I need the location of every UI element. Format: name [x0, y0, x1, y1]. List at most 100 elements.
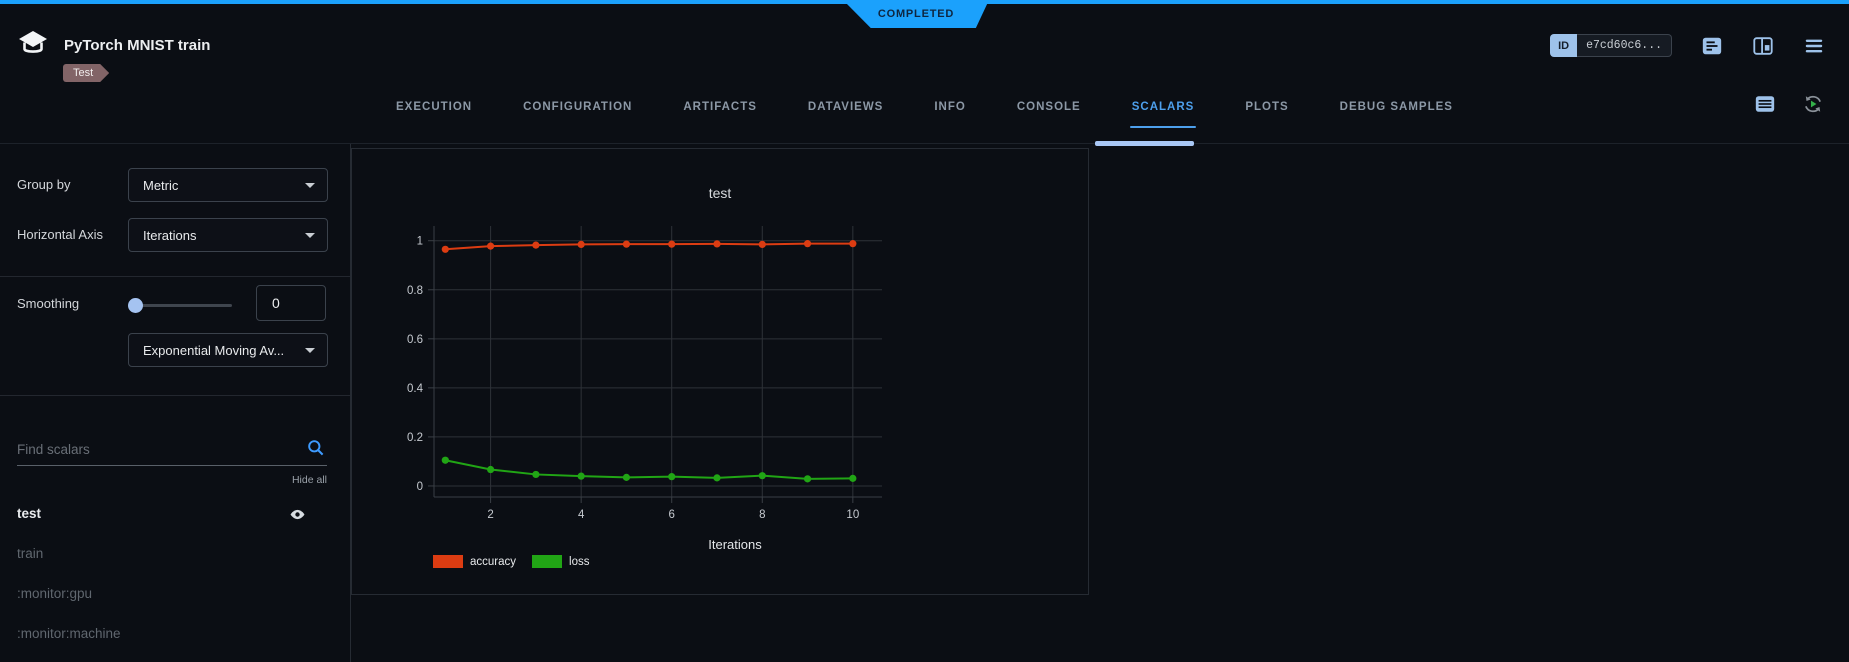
x-tick-label: 10 [846, 509, 859, 521]
smoothing-slider[interactable] [128, 298, 232, 313]
tab-plots[interactable]: PLOTS [1245, 100, 1289, 113]
id-label: ID [1550, 34, 1578, 57]
data-point-accuracy[interactable] [849, 240, 857, 248]
group-by-dropdown[interactable]: Metric [128, 168, 328, 202]
legend-item-loss[interactable]: loss [532, 555, 589, 568]
horizontal-scrollbar-thumb[interactable] [1095, 141, 1194, 146]
tab-debug-samples[interactable]: DEBUG SAMPLES [1339, 100, 1453, 113]
divider [0, 276, 350, 277]
tab-dataviews[interactable]: DATAVIEWS [807, 100, 884, 113]
legend-swatch [433, 555, 463, 568]
chart-title: test [709, 185, 732, 201]
data-point-accuracy[interactable] [486, 242, 495, 250]
data-point-accuracy[interactable] [713, 240, 721, 248]
metric-item-test[interactable]: test [0, 494, 350, 534]
data-point-loss[interactable] [803, 475, 812, 483]
status-badge-label: COMPLETED [877, 8, 955, 20]
data-point-accuracy[interactable] [577, 240, 585, 248]
group-by-label: Group by [17, 177, 71, 192]
content: Group by Metric Horizontal Axis Iteratio… [0, 141, 1849, 662]
horizontal-axis-value: Iterations [143, 227, 197, 243]
data-point-loss[interactable] [713, 474, 721, 482]
search-icon[interactable] [306, 438, 325, 457]
x-tick-label: 6 [669, 509, 675, 521]
metric-item--monitor-machine[interactable]: :monitor:machine [0, 614, 350, 654]
chevron-down-icon [305, 347, 315, 353]
header: PyTorch MNIST train Test ID e7cd60c6... [0, 4, 1849, 84]
chart-legend: accuracy loss [433, 555, 589, 568]
legend-swatch [532, 555, 563, 568]
x-tick-label: 8 [759, 509, 765, 521]
experiment-title: PyTorch MNIST train [64, 37, 211, 54]
data-point-accuracy[interactable] [758, 240, 766, 248]
data-point-loss[interactable] [532, 470, 540, 479]
data-point-loss[interactable] [622, 473, 631, 481]
x-axis-title: Iterations [708, 537, 762, 552]
data-point-accuracy[interactable] [622, 240, 631, 248]
metric-item-train[interactable]: train [0, 534, 350, 574]
metric-item--monitor-gpu[interactable]: :monitor:gpu [0, 574, 350, 614]
data-point-loss[interactable] [486, 465, 495, 474]
menu-icon[interactable] [1803, 35, 1825, 57]
data-point-accuracy[interactable] [532, 241, 540, 249]
smoothing-method-dropdown[interactable]: Exponential Moving Av... [128, 333, 328, 367]
table-view-icon[interactable] [1754, 93, 1776, 115]
tab-execution[interactable]: EXECUTION [396, 100, 473, 113]
data-point-loss[interactable] [849, 474, 857, 482]
tag-chip[interactable]: Test [63, 64, 109, 82]
smoothing-method-value: Exponential Moving Av... [143, 342, 285, 358]
legend-item-accuracy[interactable]: accuracy [433, 555, 516, 568]
layout-columns-icon[interactable] [1752, 35, 1774, 57]
hide-all-link[interactable]: Hide all [291, 474, 327, 486]
divider [0, 395, 350, 396]
series-line-accuracy [445, 242, 853, 251]
y-tick-label: 0 [417, 481, 423, 493]
data-point-accuracy[interactable] [668, 240, 676, 248]
experiment-logo-icon [19, 31, 47, 53]
tab-scalars[interactable]: SCALARS [1129, 95, 1197, 128]
data-point-accuracy[interactable] [441, 245, 449, 253]
metric-name: train [17, 546, 44, 561]
chevron-down-icon [305, 182, 315, 188]
tab-info[interactable]: INFO [934, 100, 966, 113]
tab-configuration[interactable]: CONFIGURATION [523, 100, 633, 113]
metric-name: :monitor:machine [17, 626, 121, 641]
scalars-main: 0 0.2 0.4 0.6 0.8 1 2 4 6 8 10 test Iterations accur… [351, 141, 1849, 662]
data-point-accuracy[interactable] [803, 240, 812, 248]
data-point-loss[interactable] [441, 456, 449, 464]
legend-label: loss [569, 555, 590, 568]
series-line-loss [445, 459, 853, 480]
data-point-loss[interactable] [577, 472, 585, 480]
y-tick-label: 0.6 [407, 334, 423, 346]
status-badge: COMPLETED [843, 0, 989, 28]
smoothing-slider-thumb[interactable] [128, 298, 143, 313]
tabs: EXECUTION CONFIGURATION ARTIFACTS DATAVIEWS… [0, 84, 1849, 143]
horizontal-axis-dropdown[interactable]: Iterations [128, 218, 328, 252]
group-by-value: Metric [143, 177, 179, 193]
y-tick-label: 1 [417, 236, 423, 248]
scalar-chart[interactable]: 0 0.2 0.4 0.6 0.8 1 2 4 6 8 10 test Iterations [352, 149, 1088, 594]
data-point-loss[interactable] [758, 472, 766, 480]
legend-label: accuracy [470, 555, 517, 568]
horizontal-axis-label: Horizontal Axis [17, 227, 103, 242]
details-panel-icon[interactable] [1701, 35, 1723, 57]
y-tick-label: 0.2 [407, 432, 423, 444]
metric-name: test [17, 506, 42, 521]
smoothing-value-input[interactable] [256, 285, 326, 321]
eye-visibility-icon[interactable] [289, 506, 306, 523]
tab-console[interactable]: CONSOLE [1016, 100, 1081, 113]
y-tick-label: 0.4 [407, 383, 424, 395]
tab-artifacts[interactable]: ARTIFACTS [683, 100, 757, 113]
x-tick-label: 4 [578, 509, 585, 521]
scalars-sidebar: Group by Metric Horizontal Axis Iteratio… [0, 144, 351, 662]
smoothing-label: Smoothing [17, 296, 80, 311]
tab-bar: EXECUTION CONFIGURATION ARTIFACTS DATAVIEWS… [0, 84, 1849, 144]
data-point-loss[interactable] [668, 473, 676, 481]
chart-panel: 0 0.2 0.4 0.6 0.8 1 2 4 6 8 10 test Iterations accur… [351, 148, 1089, 595]
y-tick-label: 0.8 [407, 285, 423, 297]
search-input[interactable] [17, 437, 297, 461]
experiment-id-chip[interactable]: ID e7cd60c6... [1550, 34, 1672, 57]
auto-refresh-icon[interactable] [1802, 93, 1824, 115]
id-value: e7cd60c6... [1577, 34, 1672, 57]
metric-name: :monitor:gpu [17, 586, 93, 601]
